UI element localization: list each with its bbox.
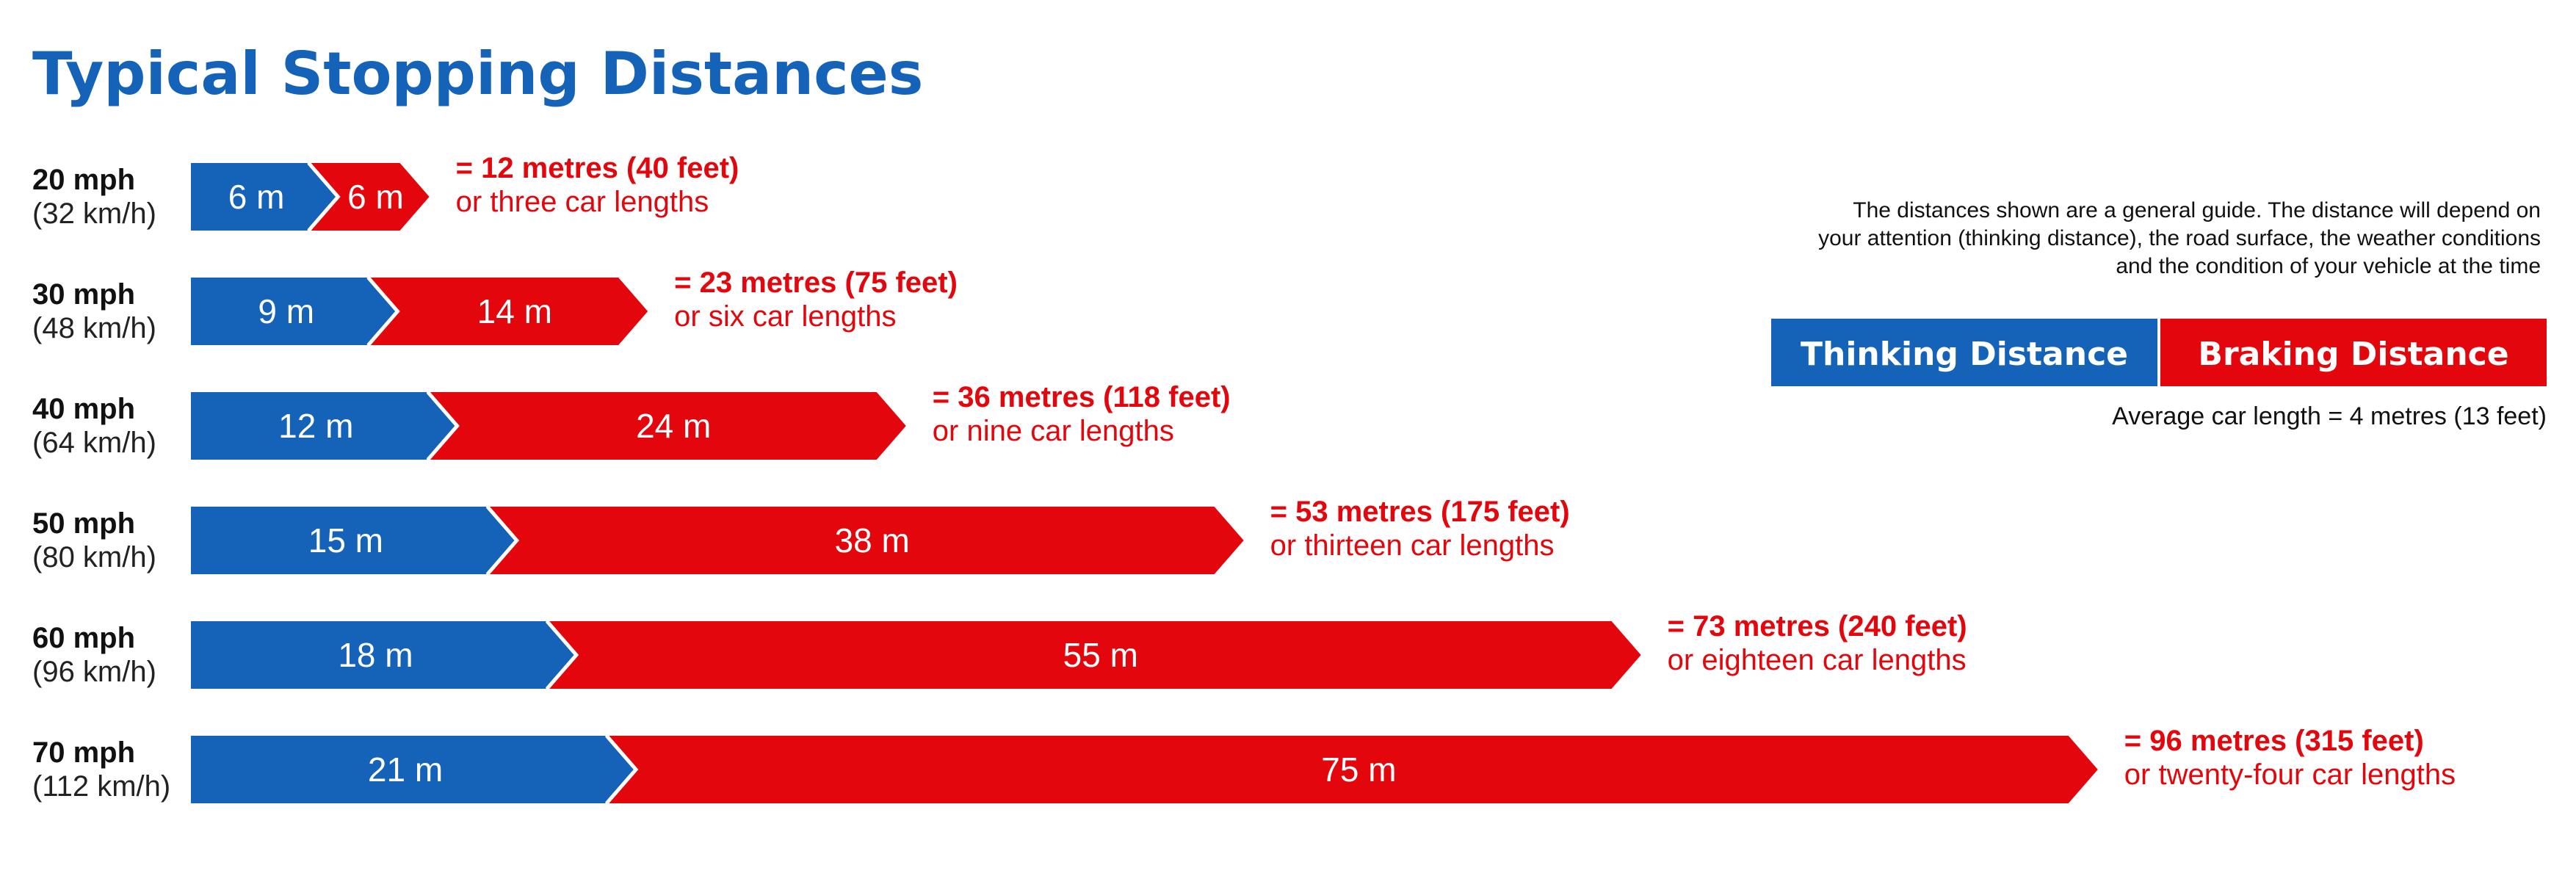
car-lengths-label: or eighteen car lengths	[1668, 644, 1967, 676]
chart-rows: 20 mph(32 km/h) 6 m 6 m = 12 metres (40 fee…	[32, 152, 2456, 805]
thinking-value-label: 12 m	[278, 407, 353, 445]
speed-kmh-label: (112 km/h)	[32, 770, 170, 803]
chart-title: Typical Stopping Distances	[32, 40, 923, 108]
speed-kmh-label: (32 km/h)	[32, 198, 156, 230]
legend: Thinking Distance Braking Distance	[1771, 319, 2547, 386]
bar-separator	[366, 276, 400, 347]
car-lengths-label: or nine car lengths	[933, 415, 1174, 447]
braking-bar	[429, 392, 906, 460]
car-length-note: Average car length = 4 metres (13 feet)	[2112, 402, 2547, 430]
row-40-mph: 40 mph(64 km/h) 12 m 24 m = 36 metres (118 …	[32, 381, 1231, 461]
braking-bar	[310, 163, 430, 231]
car-lengths-label: or three car lengths	[456, 186, 709, 218]
braking-value-label: 75 m	[1321, 750, 1396, 789]
speed-mph-label: 70 mph	[32, 736, 135, 769]
total-distance-label: = 53 metres (175 feet)	[1270, 496, 1570, 528]
note-line-2: your attention (thinking distance), the …	[1818, 226, 2541, 250]
speed-mph-label: 40 mph	[32, 393, 135, 425]
thinking-bar	[191, 736, 635, 803]
legend-braking-swatch	[2160, 319, 2547, 386]
row-60-mph: 60 mph(96 km/h) 18 m 55 m = 73 metres (240 …	[32, 610, 1967, 690]
thinking-value-label: 15 m	[308, 521, 383, 560]
thinking-bar	[191, 163, 337, 231]
thinking-value-label: 21 m	[368, 750, 443, 789]
braking-value-label: 55 m	[1063, 636, 1138, 674]
braking-bar	[369, 278, 648, 345]
row-30-mph: 30 mph(48 km/h) 9 m 14 m = 23 metres (75 fe…	[32, 267, 958, 347]
speed-mph-label: 60 mph	[32, 622, 135, 654]
speed-kmh-label: (96 km/h)	[32, 656, 156, 688]
legend-thinking-swatch	[1771, 319, 2157, 386]
total-distance-label: = 23 metres (75 feet)	[674, 267, 958, 299]
speed-kmh-label: (64 km/h)	[32, 427, 156, 459]
speed-mph-label: 30 mph	[32, 278, 135, 311]
car-lengths-label: or twenty-four car lengths	[2124, 759, 2456, 791]
car-lengths-label: or six car lengths	[674, 300, 896, 333]
thinking-bar	[191, 392, 456, 460]
braking-bar	[548, 621, 1641, 689]
total-distance-label: = 73 metres (240 feet)	[1668, 610, 1967, 642]
total-distance-label: = 36 metres (118 feet)	[933, 381, 1231, 413]
thinking-bar	[191, 507, 515, 574]
speed-mph-label: 50 mph	[32, 507, 135, 540]
bar-separator	[546, 620, 579, 690]
thinking-bar	[191, 621, 575, 689]
thinking-value-label: 18 m	[338, 636, 413, 674]
bar-separator	[426, 391, 460, 461]
note-block: The distances shown are a general guide.…	[1818, 198, 2541, 278]
braking-bar	[488, 507, 1244, 574]
braking-bar	[608, 736, 2098, 803]
bar-separator	[605, 734, 639, 805]
braking-value-label: 38 m	[835, 521, 910, 560]
car-lengths-label: or thirteen car lengths	[1270, 529, 1555, 562]
legend-thinking-label: Thinking Distance	[1801, 336, 2128, 373]
thinking-bar	[191, 278, 397, 345]
speed-mph-label: 20 mph	[32, 164, 135, 196]
note-line-3: and the condition of your vehicle at the…	[2116, 254, 2541, 278]
bar-separator	[307, 162, 341, 232]
row-20-mph: 20 mph(32 km/h) 6 m 6 m = 12 metres (40 fee…	[32, 152, 739, 232]
thinking-value-label: 9 m	[258, 292, 314, 330]
row-50-mph: 50 mph(80 km/h) 15 m 38 m = 53 metres (175 …	[32, 496, 1570, 576]
braking-value-label: 24 m	[636, 407, 711, 445]
braking-value-label: 6 m	[347, 178, 404, 216]
braking-value-label: 14 m	[477, 292, 552, 330]
total-distance-label: = 12 metres (40 feet)	[456, 152, 739, 184]
note-line-1: The distances shown are a general guide.…	[1853, 198, 2541, 222]
row-70-mph: 70 mph(112 km/h) 21 m 75 m = 96 metres (315…	[32, 725, 2456, 805]
speed-kmh-label: (48 km/h)	[32, 312, 156, 344]
speed-kmh-label: (80 km/h)	[32, 541, 156, 573]
legend-braking-label: Braking Distance	[2198, 336, 2508, 373]
bar-separator	[485, 505, 520, 576]
total-distance-label: = 96 metres (315 feet)	[2124, 725, 2424, 757]
thinking-value-label: 6 m	[228, 178, 285, 216]
